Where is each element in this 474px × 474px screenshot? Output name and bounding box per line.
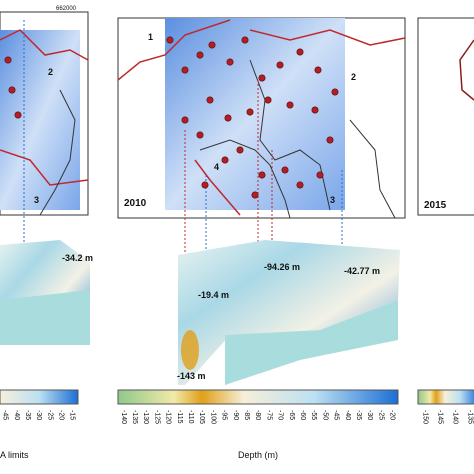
zone-label: 3 — [34, 195, 39, 205]
sample-point — [314, 66, 322, 74]
surface-3d — [178, 240, 400, 385]
depth-label: -19.4 m — [198, 290, 229, 300]
colorbar-tick-label: -30 — [35, 410, 42, 420]
sample-point — [241, 36, 249, 44]
colorbar-tick-label: -35 — [355, 410, 362, 420]
colorbar-tick-label: -20 — [389, 410, 396, 420]
colorbar-tick-label: -25 — [377, 410, 384, 420]
colorbar-tick-label: -135 — [467, 410, 474, 424]
colorbar-tick-label: -145 — [437, 410, 444, 424]
colorbar-tick-label: -25 — [46, 410, 53, 420]
coordinate: 662000 — [56, 6, 77, 12]
sample-point — [8, 86, 16, 94]
border — [39, 89, 76, 216]
colorbar-tick-label: -45 — [333, 410, 340, 420]
colorbar-tick-label: -60 — [299, 410, 306, 420]
sample-point — [311, 106, 319, 114]
sample-point — [221, 156, 229, 164]
zone-label: 1 — [148, 32, 153, 42]
colorbar-tick-label: -70 — [277, 410, 284, 420]
colorbar-tick-label: -130 — [142, 410, 149, 424]
block-side — [225, 300, 398, 385]
sample-point — [258, 74, 266, 82]
colorbar-tick-label: -65 — [288, 410, 295, 420]
colorbar-tick-label: -95 — [221, 410, 228, 420]
sample-point — [296, 181, 304, 189]
sample-point — [326, 136, 334, 144]
boundary — [459, 39, 474, 101]
year-label: 2010 — [124, 198, 147, 209]
map-surface — [165, 18, 345, 210]
colorbar-tick-label: -35 — [24, 410, 31, 420]
colorbar-tick-label: -140 — [452, 410, 459, 424]
year-label: 2015 — [424, 200, 447, 211]
sample-point — [331, 88, 339, 96]
colorbar-tick-label: -30 — [366, 410, 373, 420]
colorbar-tick-label: -55 — [310, 410, 317, 420]
colorbar-caption: A limits — [0, 450, 29, 460]
colorbar-tick-label: -135 — [131, 410, 138, 424]
colorbar-tick-label: -100 — [209, 410, 216, 424]
colorbar-tick-label: -80 — [254, 410, 261, 420]
sample-point — [258, 171, 266, 179]
zone-label: 2 — [351, 72, 356, 82]
colorbar-tick-label: -115 — [176, 410, 183, 424]
sample-point — [316, 171, 324, 179]
block-side — [0, 290, 90, 345]
sample-point — [264, 96, 272, 104]
depth-label: -34.2 m — [62, 253, 93, 263]
colorbar-tick-label: -105 — [198, 410, 205, 424]
colorbar — [0, 389, 79, 405]
boundary — [0, 29, 89, 186]
sample-point — [224, 114, 232, 122]
colorbar-tick-label: -120 — [165, 410, 172, 424]
colorbar-tick-label: -90 — [232, 410, 239, 420]
sample-point — [181, 116, 189, 124]
colorbar-tick-label: -140 — [120, 410, 127, 424]
zone-label: 4 — [214, 162, 219, 172]
zone-label: 2 — [48, 67, 53, 77]
sample-point — [276, 61, 284, 69]
colorbar — [417, 389, 474, 405]
sample-point — [246, 108, 254, 116]
sample-point — [196, 131, 204, 139]
zone-label: 3 — [330, 195, 335, 205]
colorbar-tick-label: -75 — [265, 410, 272, 420]
colorbar-tick-label: -110 — [187, 410, 194, 424]
colorbar-tick-label: -40 — [13, 410, 20, 420]
sample-point — [236, 146, 244, 154]
sample-point — [4, 56, 12, 64]
sample-point — [208, 41, 216, 49]
sample-point — [196, 51, 204, 59]
boundary — [117, 19, 406, 216]
colorbar-tick-label: -45 — [2, 410, 9, 420]
colorbar-tick-label: -125 — [153, 410, 160, 424]
depth-label: -143 m — [177, 371, 206, 381]
sample-point — [286, 101, 294, 109]
sample-point — [14, 111, 22, 119]
map-frame — [417, 17, 474, 216]
colorbar-tick-label: -15 — [69, 410, 76, 420]
colorbar-tick-label: -50 — [321, 410, 328, 420]
sample-point — [251, 191, 259, 199]
sample-point — [206, 96, 214, 104]
sample-point — [201, 181, 209, 189]
sample-point — [166, 36, 174, 44]
map-surface — [0, 30, 80, 210]
colorbar-tick-label: -85 — [243, 410, 250, 420]
colorbar-tick-label: -40 — [344, 410, 351, 420]
sample-point — [181, 66, 189, 74]
sample-point — [296, 48, 304, 56]
depth-label: -94.26 m — [264, 262, 300, 272]
colorbar-caption: Depth (m) — [238, 450, 278, 460]
colorbar-tick-label: -150 — [422, 410, 429, 424]
colorbar-tick-label: -20 — [57, 410, 64, 420]
colorbar — [117, 389, 399, 405]
sample-point — [226, 58, 234, 66]
sample-point — [281, 166, 289, 174]
deep-zone — [181, 330, 199, 370]
depth-label: -42.77 m — [344, 266, 380, 276]
